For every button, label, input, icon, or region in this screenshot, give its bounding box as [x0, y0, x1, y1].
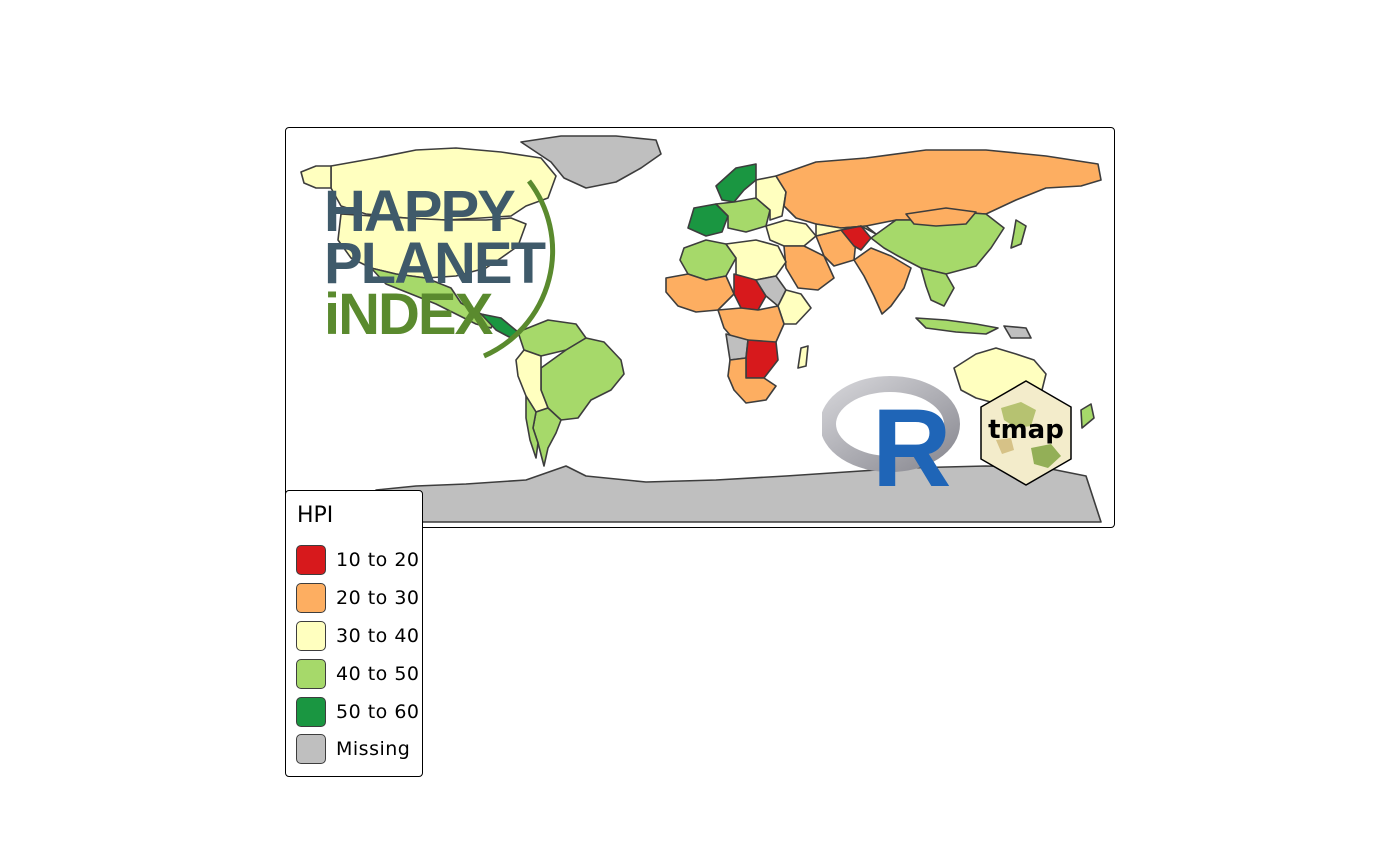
hpi-logo-line3: iNDEX [324, 282, 494, 347]
tmap-hex-label: tmap [988, 415, 1064, 445]
country-central-asia [815, 223, 877, 237]
country-antarctica [375, 465, 1102, 523]
hpi-logo-line2: PLANET [324, 231, 546, 296]
country-russia [775, 149, 1102, 229]
happy-planet-index-logo: HAPPY PLANET iNDEX [324, 179, 556, 359]
map-panel: HAPPY PLANET iNDEX R tmap [285, 127, 1115, 528]
legend-label: 10 to 20 [336, 549, 420, 571]
legend-swatch [296, 697, 326, 727]
r-logo-letter: R [872, 387, 951, 491]
world-choropleth-map [300, 135, 1102, 523]
legend-swatch [296, 659, 326, 689]
country-canada [330, 147, 557, 221]
country-greenland [520, 135, 662, 189]
legend-swatch [296, 621, 326, 651]
country-png [1003, 325, 1032, 339]
tmap-hex-land-1 [1001, 402, 1036, 428]
country-southern-africa [727, 357, 777, 404]
tmap-hex-land-3 [996, 438, 1014, 454]
legend-label: Missing [336, 738, 411, 760]
country-west-africa [665, 273, 735, 313]
country-scandinavia [715, 163, 757, 203]
country-indonesia [915, 317, 999, 335]
country-southeast-asia [920, 267, 955, 307]
country-east-africa-red [745, 339, 779, 379]
country-alaska [300, 165, 332, 189]
country-mongolia [905, 207, 977, 227]
r-logo-ring [822, 376, 960, 472]
country-madagascar [797, 345, 809, 369]
country-chile [525, 395, 539, 459]
r-language-logo: R [822, 376, 960, 491]
legend-label: 50 to 60 [336, 701, 420, 723]
map-legend: HPI 10 to 20 20 to 30 30 to 40 40 to 50 … [285, 490, 423, 777]
hpi-logo-line1: HAPPY [324, 179, 515, 244]
legend-swatch [296, 734, 326, 764]
hpi-logo-arc [482, 179, 556, 359]
tmap-hex-logo: tmap [980, 380, 1072, 486]
legend-label: 40 to 50 [336, 663, 420, 685]
country-india [853, 247, 912, 315]
legend-swatch [296, 545, 326, 575]
legend-title: HPI [297, 503, 334, 528]
legend-label: 30 to 40 [336, 625, 420, 647]
legend-swatch [296, 583, 326, 613]
legend-label: 20 to 30 [336, 587, 420, 609]
tmap-hex-land-2 [1031, 444, 1061, 468]
country-japan [1010, 219, 1027, 249]
country-new-zealand [1080, 403, 1095, 429]
country-turkey-mideast [765, 219, 817, 247]
country-argentina [532, 407, 562, 467]
country-arabia [783, 245, 835, 291]
country-usa [337, 213, 527, 279]
